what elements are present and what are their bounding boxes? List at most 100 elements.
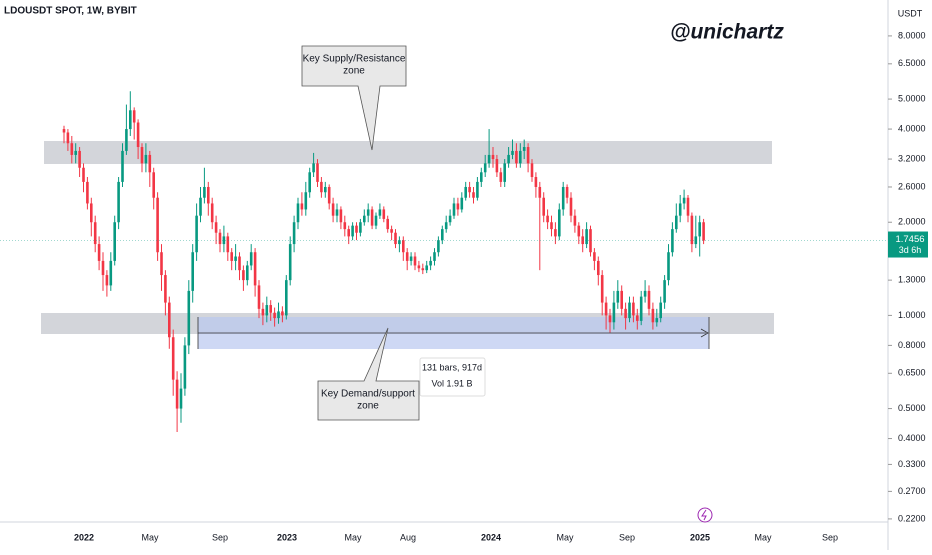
candle-body <box>156 197 159 253</box>
event-bolt <box>701 509 707 521</box>
candle-body <box>483 163 487 173</box>
candle-body <box>171 337 175 380</box>
countdown-label: 3d 6h <box>899 245 922 255</box>
candle-body <box>495 159 499 173</box>
candle-body <box>327 186 331 204</box>
candle-body <box>413 256 417 266</box>
candle-body <box>659 302 662 319</box>
candle-body <box>168 302 171 338</box>
candle-body <box>164 275 167 303</box>
candle-body <box>624 308 627 319</box>
x-tick-label: May <box>556 532 574 542</box>
candle-body <box>632 302 635 316</box>
candle-body <box>460 197 464 210</box>
candle-body <box>604 302 608 316</box>
candle-body <box>113 222 116 261</box>
candle-body <box>238 256 241 271</box>
candle-body <box>136 122 140 148</box>
candle-body <box>522 147 526 151</box>
y-tick-label: 0.2700 <box>898 486 926 496</box>
demand-label: Key Demand/support <box>321 389 415 400</box>
candle-body <box>655 318 659 323</box>
candle-body <box>207 186 210 204</box>
supply-callout <box>301 45 407 151</box>
candle-body <box>550 222 553 230</box>
candle-body <box>300 203 304 210</box>
candle-body <box>222 236 226 245</box>
candle-body <box>265 305 269 316</box>
candle-body <box>425 265 428 271</box>
candle-body <box>187 290 191 346</box>
y-tick-label: 0.6500 <box>898 368 926 378</box>
candle-body <box>90 203 93 223</box>
candle-body <box>608 315 612 323</box>
candle-body <box>675 215 678 230</box>
candle-body <box>183 345 187 389</box>
candle-body <box>526 147 530 164</box>
candle-body <box>82 167 85 182</box>
candle-body <box>394 232 397 245</box>
candle-body <box>694 236 698 245</box>
x-tick-label: May <box>141 532 159 542</box>
x-tick-label: 2022 <box>74 532 94 542</box>
demand-label: zone <box>357 401 379 412</box>
candle-body <box>234 256 237 261</box>
candle-body <box>335 209 339 216</box>
candle-body <box>405 252 409 261</box>
arrow-head <box>700 328 709 338</box>
candle-body <box>257 285 261 309</box>
candle-body <box>331 203 335 216</box>
candle-body <box>444 222 448 230</box>
candle-body <box>374 215 378 226</box>
candle-body <box>534 177 538 187</box>
candle-body <box>409 256 413 261</box>
candle-body <box>105 275 109 286</box>
candle-body <box>421 268 425 271</box>
candle-body <box>359 222 362 233</box>
candle-body <box>480 172 483 182</box>
y-tick-label: 2.0000 <box>898 217 926 227</box>
x-tick-label: Sep <box>619 532 635 542</box>
candle-body <box>382 209 386 219</box>
candle-body <box>612 302 616 323</box>
y-tick-label: 0.8000 <box>898 340 926 350</box>
candle-body <box>507 154 510 164</box>
candle-body <box>698 222 701 237</box>
candle-body <box>558 209 561 237</box>
candle-body <box>285 280 288 316</box>
candle-body <box>499 172 503 182</box>
candle-body <box>66 132 70 144</box>
candle-body <box>561 186 565 210</box>
candle-body <box>203 186 206 198</box>
y-tick-label: 6.5000 <box>898 58 926 68</box>
x-tick-label: 2024 <box>481 532 501 542</box>
candle-body <box>433 252 436 261</box>
supply-label: zone <box>343 66 365 77</box>
candle-body <box>429 260 432 266</box>
candle-body <box>269 305 272 313</box>
candle-body <box>593 252 596 261</box>
candle-body <box>402 240 405 253</box>
candle-body <box>214 222 218 233</box>
event-icon[interactable] <box>697 507 713 523</box>
candle-body <box>62 129 66 133</box>
candle-body <box>363 215 366 223</box>
candle-body <box>179 388 183 409</box>
candle-body <box>667 252 670 281</box>
candle-body <box>464 186 467 198</box>
candle-body <box>530 163 534 178</box>
candle-body <box>366 209 370 216</box>
candle-body <box>253 252 257 286</box>
candle-body <box>441 229 444 241</box>
candle-body <box>378 209 382 216</box>
y-tick-label: 0.4000 <box>898 433 926 443</box>
range-volume: Vol 1.91 B <box>431 378 472 388</box>
candle-body <box>600 275 604 303</box>
candle-body <box>639 296 643 321</box>
y-tick-label: 0.2200 <box>898 513 926 523</box>
candle-body <box>195 215 198 253</box>
candle-body <box>210 203 214 223</box>
candle-body <box>296 203 300 223</box>
candle-body <box>538 186 542 198</box>
